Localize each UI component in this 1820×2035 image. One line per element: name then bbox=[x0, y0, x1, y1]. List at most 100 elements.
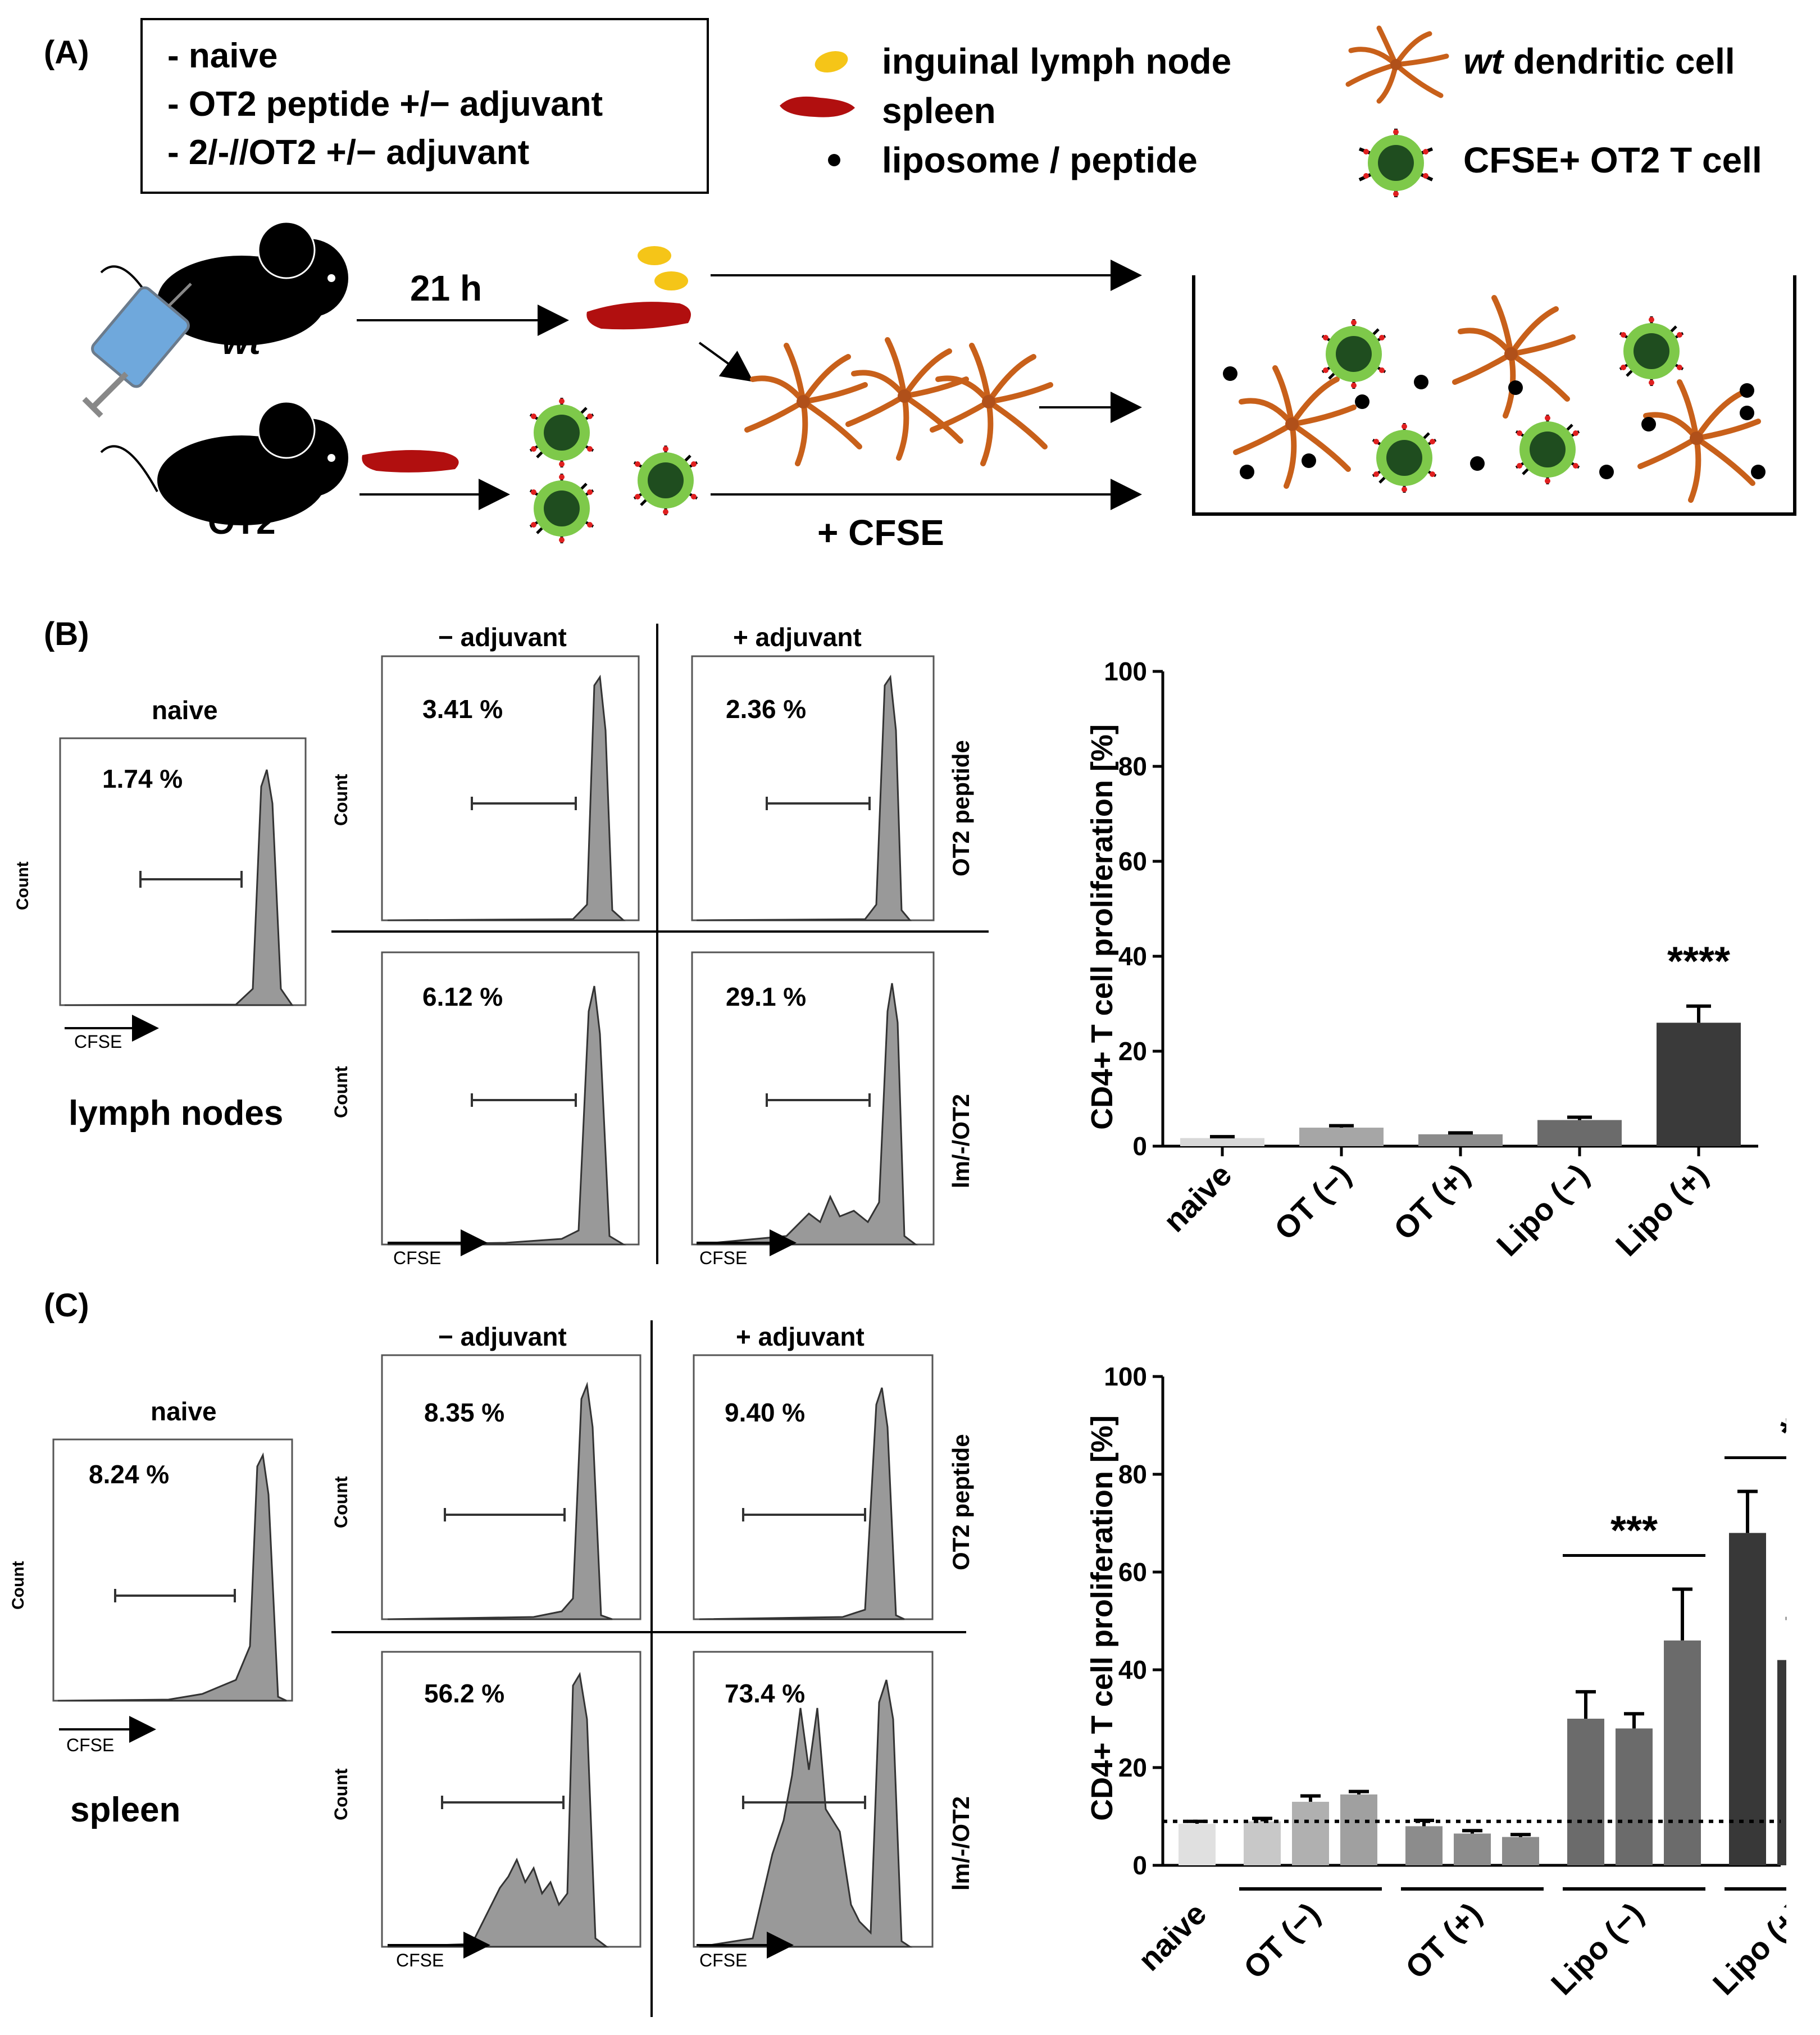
y-tick-label: 60 bbox=[1118, 1557, 1147, 1587]
svg-text:− adjuvant: − adjuvant bbox=[438, 623, 567, 652]
y-axis-label: CD4+ T cell proliferation [%] bbox=[1085, 724, 1119, 1130]
panel-a-label: (A) bbox=[44, 34, 89, 71]
x-tick-label: naive bbox=[1131, 1896, 1213, 1978]
svg-text:CFSE: CFSE bbox=[66, 1735, 114, 1755]
x-tick-label: Lipo (+) bbox=[1609, 1157, 1715, 1263]
x-tick-label: OT (−) bbox=[1236, 1896, 1326, 1986]
svg-text:9.40 %: 9.40 % bbox=[725, 1398, 805, 1427]
bar bbox=[1179, 1824, 1216, 1865]
bar bbox=[1340, 1794, 1377, 1865]
x-tick-label: OT (+) bbox=[1386, 1157, 1476, 1247]
bar bbox=[1657, 1023, 1741, 1146]
bar bbox=[1537, 1120, 1622, 1146]
y-tick-label: 20 bbox=[1118, 1753, 1147, 1782]
syringe-icon bbox=[82, 283, 192, 418]
bar-chart-spleen: CD4+ T cell proliferation [%] 0 20 40 60 80 1… bbox=[1085, 1362, 1786, 2002]
svg-text:56.2 %: 56.2 % bbox=[424, 1679, 504, 1708]
y-tick-label: 100 bbox=[1104, 1362, 1147, 1391]
svg-text:Count: Count bbox=[331, 774, 351, 826]
svg-text:21 h: 21 h bbox=[410, 268, 482, 308]
y-tick-label: 40 bbox=[1118, 942, 1147, 971]
svg-text:CFSE: CFSE bbox=[699, 1950, 747, 1970]
bar bbox=[1299, 1128, 1384, 1146]
svg-text:Count: Count bbox=[331, 1768, 351, 1820]
bar bbox=[1616, 1728, 1653, 1865]
legend-liposome: liposome / peptide bbox=[882, 140, 1198, 180]
svg-text:lymph nodes: lymph nodes bbox=[69, 1094, 283, 1133]
y-tick-label: 0 bbox=[1132, 1132, 1147, 1161]
bar bbox=[1292, 1801, 1329, 1865]
svg-text:OT2: OT2 bbox=[208, 503, 276, 542]
y-tick-label: 40 bbox=[1118, 1655, 1147, 1684]
group-liposome: - 2/-//OT2 +/− adjuvant bbox=[167, 133, 530, 172]
svg-text:73.4 %: 73.4 % bbox=[725, 1679, 805, 1708]
dendritic-cell-icon bbox=[1345, 25, 1449, 104]
svg-text:− adjuvant: − adjuvant bbox=[438, 1322, 567, 1351]
svg-text:lm/-/OT2: lm/-/OT2 bbox=[948, 1094, 974, 1188]
y-tick-label: 80 bbox=[1118, 1460, 1147, 1489]
group-naive: - naive bbox=[167, 37, 278, 75]
svg-text:CFSE: CFSE bbox=[699, 1248, 747, 1268]
svg-text:lm/-/OT2: lm/-/OT2 bbox=[948, 1796, 974, 1891]
bar bbox=[1502, 1837, 1539, 1865]
bar bbox=[1729, 1533, 1766, 1865]
experiment-schematic: wt OT2 21 h + CFSE bbox=[82, 221, 1796, 551]
t-cell-icon bbox=[1358, 129, 1434, 197]
panel-c-label: (C) bbox=[44, 1287, 89, 1324]
svg-text:OT2 peptide: OT2 peptide bbox=[948, 1434, 974, 1570]
svg-text:OT2 peptide: OT2 peptide bbox=[948, 740, 974, 876]
bar bbox=[1664, 1640, 1701, 1865]
svg-text:8.24 %: 8.24 % bbox=[89, 1460, 169, 1489]
svg-text:+ adjuvant: + adjuvant bbox=[733, 623, 862, 652]
x-tick-label: Lipo (−) bbox=[1490, 1157, 1596, 1263]
x-tick-label: Lipo (+) bbox=[1706, 1896, 1786, 2002]
bar bbox=[1180, 1138, 1264, 1146]
svg-text:29.1 %: 29.1 % bbox=[726, 982, 806, 1011]
svg-text:2.36 %: 2.36 % bbox=[726, 694, 806, 724]
svg-text:CFSE: CFSE bbox=[393, 1248, 441, 1268]
legend-spleen: spleen bbox=[882, 90, 996, 131]
svg-text:wt: wt bbox=[222, 323, 262, 362]
bar bbox=[1567, 1719, 1604, 1865]
y-tick-label: 20 bbox=[1118, 1037, 1147, 1066]
svg-text:CFSE: CFSE bbox=[74, 1032, 122, 1052]
y-tick-label: 80 bbox=[1118, 752, 1147, 781]
lymph-node-icon bbox=[815, 51, 848, 73]
svg-text:8.35 %: 8.35 % bbox=[424, 1398, 504, 1427]
liposome-icon bbox=[828, 154, 840, 166]
svg-text:naive: naive bbox=[152, 696, 218, 725]
bar-chart-lymph-nodes: CD4+ T cell proliferation [%] 0 20 40 60 80 1… bbox=[1085, 657, 1758, 1263]
y-tick-label: 60 bbox=[1118, 847, 1147, 876]
bar bbox=[1454, 1833, 1491, 1865]
bar bbox=[1777, 1660, 1786, 1865]
group-ot2-peptide: - OT2 peptide +/− adjuvant bbox=[167, 85, 603, 124]
bar bbox=[1405, 1826, 1443, 1865]
svg-text:Count: Count bbox=[13, 861, 32, 910]
bar bbox=[1244, 1821, 1281, 1865]
svg-text:3.41 %: 3.41 % bbox=[422, 694, 503, 724]
bar bbox=[1418, 1134, 1503, 1146]
group-list-box: - naive - OT2 peptide +/− adjuvant - 2/-… bbox=[140, 18, 709, 194]
x-tick-label: Lipo (−) bbox=[1544, 1896, 1650, 2002]
significance-label: **** bbox=[1667, 939, 1730, 984]
legend-dendritic-cell: wt dendritic cell bbox=[1463, 41, 1735, 81]
svg-text:naive: naive bbox=[151, 1397, 217, 1426]
panel-b-histograms: naive − adjuvant + adjuvant 1.74 % 3.41 … bbox=[13, 623, 989, 1268]
y-axis-label: CD4+ T cell proliferation [%] bbox=[1085, 1415, 1119, 1821]
y-tick-label: 0 bbox=[1132, 1851, 1147, 1880]
significance-label: *** bbox=[1610, 1508, 1658, 1553]
spleen-icon bbox=[780, 96, 855, 117]
panel-c-histograms: naive − adjuvant + adjuvant 8.24 % 8.35 … bbox=[9, 1320, 974, 2017]
svg-text:spleen: spleen bbox=[70, 1791, 180, 1829]
x-tick-label: OT (+) bbox=[1398, 1896, 1488, 1986]
legend-lymph-node: inguinal lymph node bbox=[882, 41, 1232, 81]
svg-text:CFSE: CFSE bbox=[396, 1950, 444, 1970]
y-tick-label: 100 bbox=[1104, 657, 1147, 686]
significance-label: ** bbox=[1780, 1410, 1786, 1455]
svg-text:+ CFSE: + CFSE bbox=[817, 512, 944, 551]
legend-t-cell: CFSE+ OT2 T cell bbox=[1463, 140, 1762, 180]
svg-text:1.74 %: 1.74 % bbox=[102, 764, 183, 793]
svg-text:Count: Count bbox=[331, 1066, 351, 1118]
x-tick-label: OT (−) bbox=[1267, 1157, 1357, 1247]
panel-b-label: (B) bbox=[44, 616, 89, 652]
